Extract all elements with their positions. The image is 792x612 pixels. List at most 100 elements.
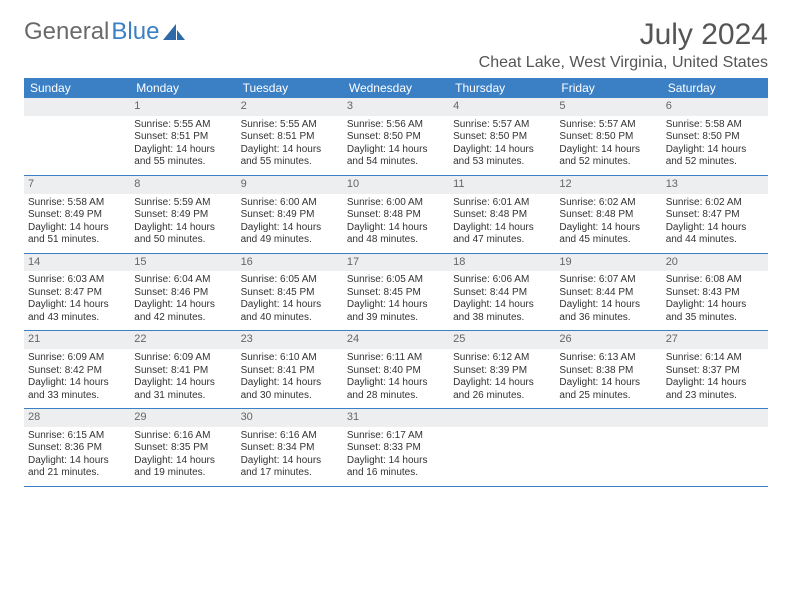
sunset-text: Sunset: 8:36 PM: [28, 442, 126, 455]
day-content: Sunrise: 6:15 AMSunset: 8:36 PMDaylight:…: [24, 427, 130, 486]
day-number: 27: [662, 331, 768, 349]
day-content: Sunrise: 5:57 AMSunset: 8:50 PMDaylight:…: [449, 116, 555, 175]
day-number: 2: [237, 98, 343, 116]
header: GeneralBlue July 2024 Cheat Lake, West V…: [24, 18, 768, 72]
daylight-text: Daylight: 14 hours: [134, 144, 232, 157]
day-content: Sunrise: 6:05 AMSunset: 8:45 PMDaylight:…: [237, 271, 343, 330]
day-content: Sunrise: 5:55 AMSunset: 8:51 PMDaylight:…: [130, 116, 236, 175]
daylight-text: and 17 minutes.: [241, 467, 339, 480]
day-cell: 31Sunrise: 6:17 AMSunset: 8:33 PMDayligh…: [343, 409, 449, 487]
daylight-text: Daylight: 14 hours: [347, 222, 445, 235]
day-cell: 3 Sunrise: 5:56 AMSunset: 8:50 PMDaylight…: [343, 98, 449, 175]
sunset-text: Sunset: 8:41 PM: [134, 365, 232, 378]
weekday-header: Tuesday: [237, 78, 343, 98]
day-content: Sunrise: 6:14 AMSunset: 8:37 PMDaylight:…: [662, 349, 768, 408]
sunset-text: Sunset: 8:48 PM: [347, 209, 445, 222]
day-content: Sunrise: 6:00 AMSunset: 8:48 PMDaylight:…: [343, 194, 449, 253]
sunset-text: Sunset: 8:42 PM: [28, 365, 126, 378]
sunrise-text: Sunrise: 6:12 AM: [453, 352, 551, 365]
day-content: [555, 427, 661, 481]
daylight-text: and 40 minutes.: [241, 312, 339, 325]
sunset-text: Sunset: 8:34 PM: [241, 442, 339, 455]
day-number: 28: [24, 409, 130, 427]
weekday-header: Thursday: [449, 78, 555, 98]
daylight-text: and 45 minutes.: [559, 234, 657, 247]
day-content: Sunrise: 5:58 AMSunset: 8:49 PMDaylight:…: [24, 194, 130, 253]
day-cell: 18Sunrise: 6:06 AMSunset: 8:44 PMDayligh…: [449, 253, 555, 331]
day-cell: 29Sunrise: 6:16 AMSunset: 8:35 PMDayligh…: [130, 409, 236, 487]
day-number: 1: [130, 98, 236, 116]
day-cell: 28Sunrise: 6:15 AMSunset: 8:36 PMDayligh…: [24, 409, 130, 487]
daylight-text: Daylight: 14 hours: [28, 377, 126, 390]
day-number: 24: [343, 331, 449, 349]
day-number: [24, 98, 130, 116]
day-content: Sunrise: 6:06 AMSunset: 8:44 PMDaylight:…: [449, 271, 555, 330]
day-cell: 17Sunrise: 6:05 AMSunset: 8:45 PMDayligh…: [343, 253, 449, 331]
day-content: Sunrise: 6:02 AMSunset: 8:47 PMDaylight:…: [662, 194, 768, 253]
daylight-text: Daylight: 14 hours: [241, 299, 339, 312]
daylight-text: Daylight: 14 hours: [666, 144, 764, 157]
sunrise-text: Sunrise: 5:56 AM: [347, 119, 445, 132]
day-content: [24, 116, 130, 170]
sunrise-text: Sunrise: 5:55 AM: [134, 119, 232, 132]
daylight-text: Daylight: 14 hours: [347, 455, 445, 468]
sunrise-text: Sunrise: 6:05 AM: [347, 274, 445, 287]
day-number: 3: [343, 98, 449, 116]
weekday-header: Friday: [555, 78, 661, 98]
sunrise-text: Sunrise: 6:00 AM: [241, 197, 339, 210]
sunrise-text: Sunrise: 6:17 AM: [347, 430, 445, 443]
day-content: [662, 427, 768, 481]
day-number: [662, 409, 768, 427]
day-cell: 21Sunrise: 6:09 AMSunset: 8:42 PMDayligh…: [24, 331, 130, 409]
sunrise-text: Sunrise: 6:08 AM: [666, 274, 764, 287]
day-content: Sunrise: 5:59 AMSunset: 8:49 PMDaylight:…: [130, 194, 236, 253]
sunset-text: Sunset: 8:51 PM: [241, 131, 339, 144]
day-cell: 20Sunrise: 6:08 AMSunset: 8:43 PMDayligh…: [662, 253, 768, 331]
day-number: 18: [449, 254, 555, 272]
day-content: Sunrise: 6:17 AMSunset: 8:33 PMDaylight:…: [343, 427, 449, 486]
daylight-text: and 50 minutes.: [134, 234, 232, 247]
daylight-text: and 52 minutes.: [666, 156, 764, 169]
daylight-text: and 44 minutes.: [666, 234, 764, 247]
day-content: Sunrise: 6:09 AMSunset: 8:42 PMDaylight:…: [24, 349, 130, 408]
day-number: 16: [237, 254, 343, 272]
calendar-table: Sunday Monday Tuesday Wednesday Thursday…: [24, 78, 768, 487]
sunset-text: Sunset: 8:40 PM: [347, 365, 445, 378]
daylight-text: Daylight: 14 hours: [559, 222, 657, 235]
day-number: 7: [24, 176, 130, 194]
day-cell: 16Sunrise: 6:05 AMSunset: 8:45 PMDayligh…: [237, 253, 343, 331]
logo-sail-icon: [163, 23, 185, 41]
day-number: 25: [449, 331, 555, 349]
day-content: Sunrise: 6:09 AMSunset: 8:41 PMDaylight:…: [130, 349, 236, 408]
day-cell: 25Sunrise: 6:12 AMSunset: 8:39 PMDayligh…: [449, 331, 555, 409]
daylight-text: and 42 minutes.: [134, 312, 232, 325]
day-number: 4: [449, 98, 555, 116]
week-row: 14Sunrise: 6:03 AMSunset: 8:47 PMDayligh…: [24, 253, 768, 331]
sunset-text: Sunset: 8:46 PM: [134, 287, 232, 300]
day-content: Sunrise: 6:03 AMSunset: 8:47 PMDaylight:…: [24, 271, 130, 330]
sunrise-text: Sunrise: 6:14 AM: [666, 352, 764, 365]
daylight-text: and 39 minutes.: [347, 312, 445, 325]
day-content: Sunrise: 6:16 AMSunset: 8:34 PMDaylight:…: [237, 427, 343, 486]
sunrise-text: Sunrise: 6:01 AM: [453, 197, 551, 210]
day-cell: 24Sunrise: 6:11 AMSunset: 8:40 PMDayligh…: [343, 331, 449, 409]
sunset-text: Sunset: 8:48 PM: [453, 209, 551, 222]
daylight-text: Daylight: 14 hours: [134, 222, 232, 235]
daylight-text: and 16 minutes.: [347, 467, 445, 480]
day-content: Sunrise: 6:16 AMSunset: 8:35 PMDaylight:…: [130, 427, 236, 486]
weekday-header-row: Sunday Monday Tuesday Wednesday Thursday…: [24, 78, 768, 98]
sunset-text: Sunset: 8:44 PM: [559, 287, 657, 300]
daylight-text: Daylight: 14 hours: [347, 144, 445, 157]
daylight-text: Daylight: 14 hours: [241, 144, 339, 157]
day-number: 20: [662, 254, 768, 272]
week-row: 21Sunrise: 6:09 AMSunset: 8:42 PMDayligh…: [24, 331, 768, 409]
daylight-text: and 28 minutes.: [347, 390, 445, 403]
sunset-text: Sunset: 8:44 PM: [453, 287, 551, 300]
sunset-text: Sunset: 8:45 PM: [241, 287, 339, 300]
sunset-text: Sunset: 8:50 PM: [347, 131, 445, 144]
day-cell: 11Sunrise: 6:01 AMSunset: 8:48 PMDayligh…: [449, 175, 555, 253]
day-cell: 13Sunrise: 6:02 AMSunset: 8:47 PMDayligh…: [662, 175, 768, 253]
daylight-text: and 54 minutes.: [347, 156, 445, 169]
sunset-text: Sunset: 8:51 PM: [134, 131, 232, 144]
daylight-text: and 33 minutes.: [28, 390, 126, 403]
